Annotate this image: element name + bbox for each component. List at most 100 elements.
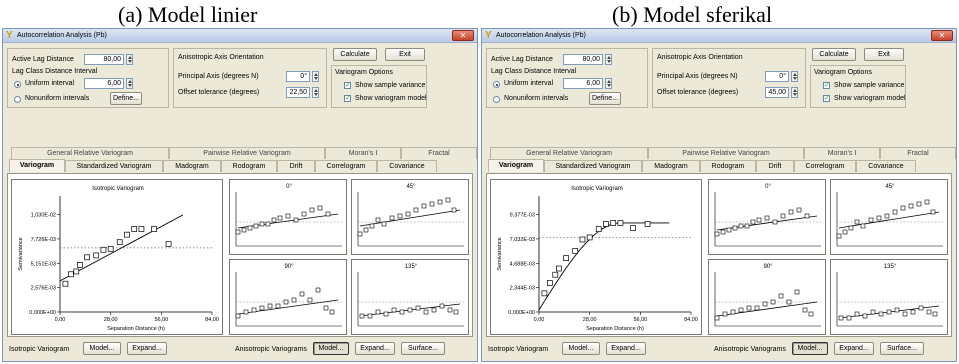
tab-pairwise-relative[interactable]: Pairwise Relative Variogram xyxy=(648,147,804,159)
aniso-expand-button[interactable]: Expand... xyxy=(355,342,395,355)
active-lag-input[interactable]: 80,00 xyxy=(563,54,603,65)
tab-general-relative[interactable]: General Relative Variogram xyxy=(11,147,169,159)
tab-rodogram[interactable]: Rodogram xyxy=(700,160,756,172)
tab-correlogram[interactable]: Correlogram xyxy=(315,160,377,172)
aniso-svg-0: 0° xyxy=(235,184,342,247)
title-bar[interactable]: Y Autocorrelation Analysis (Pb) ✕ xyxy=(482,29,956,43)
interval-spinner[interactable] xyxy=(126,78,133,89)
aniso-model-button[interactable]: Model... xyxy=(313,342,349,355)
define-button[interactable]: Define... xyxy=(110,92,142,105)
iso-expand-button[interactable]: Expand... xyxy=(606,342,646,355)
aniso-data-point xyxy=(778,293,784,299)
uniform-radio[interactable] xyxy=(14,81,21,88)
iso-expand-button[interactable]: Expand... xyxy=(127,342,167,355)
tab-pairwise-relative[interactable]: Pairwise Relative Variogram xyxy=(169,147,325,159)
active-lag-spinner[interactable] xyxy=(126,54,133,65)
offset-input[interactable]: 22,50 xyxy=(286,87,310,98)
tab-covariance[interactable]: Covariance xyxy=(377,160,437,172)
tab-morans-i[interactable]: Moran's I xyxy=(325,147,401,159)
aniso-data-point xyxy=(788,209,794,215)
show-model-checkbox[interactable]: ✓ xyxy=(823,95,830,102)
calculate-button[interactable]: Calculate xyxy=(333,48,377,61)
tab-drift[interactable]: Drift xyxy=(756,160,794,172)
close-button[interactable]: ✕ xyxy=(452,30,474,41)
tab-variogram[interactable]: Variogram xyxy=(9,159,65,172)
aniso-data-point xyxy=(932,311,938,317)
aniso-title: 90° xyxy=(284,264,294,270)
title-bar[interactable]: Y Autocorrelation Analysis (Pb) ✕ xyxy=(3,29,477,43)
interval-input[interactable]: 6,00 xyxy=(563,78,603,89)
aniso-chart-90[interactable]: 90° xyxy=(229,259,347,335)
nonuniform-radio[interactable] xyxy=(493,96,500,103)
active-lag-input[interactable]: 80,00 xyxy=(84,54,124,65)
active-lag-label: Active Lag Distance xyxy=(12,56,74,63)
aniso-chart-0[interactable]: 0° xyxy=(229,179,347,255)
aniso-title: 135° xyxy=(405,264,418,270)
show-sample-checkbox[interactable]: ✓ xyxy=(344,82,351,89)
data-point xyxy=(572,248,579,254)
tab-morans-i[interactable]: Moran's I xyxy=(804,147,880,159)
calculate-button[interactable]: Calculate xyxy=(812,48,856,61)
principal-input[interactable]: 0° xyxy=(765,71,789,82)
tab-standardized[interactable]: Standardized Variogram xyxy=(65,160,163,172)
aniso-data-point xyxy=(259,305,265,311)
caption-right: (b) Model sferikal xyxy=(612,2,773,27)
surface-button[interactable]: Surface... xyxy=(880,342,924,355)
tab-standardized[interactable]: Standardized Variogram xyxy=(544,160,642,172)
exit-button[interactable]: Exit xyxy=(864,48,904,61)
surface-button[interactable]: Surface... xyxy=(401,342,445,355)
aniso-svg-90: 90° xyxy=(235,264,342,327)
tab-drift[interactable]: Drift xyxy=(277,160,315,172)
show-sample-checkbox[interactable]: ✓ xyxy=(823,82,830,89)
aniso-data-point xyxy=(908,203,914,209)
aniso-chart-135[interactable]: 135° xyxy=(351,259,469,335)
aniso-data-point xyxy=(299,291,305,297)
iso-model-button[interactable]: Model... xyxy=(83,342,121,355)
aniso-data-point xyxy=(399,309,405,315)
principal-input[interactable]: 0° xyxy=(286,71,310,82)
aniso-data-point xyxy=(902,311,908,317)
tab-covariance[interactable]: Covariance xyxy=(856,160,916,172)
tab-variogram[interactable]: Variogram xyxy=(488,159,544,172)
tab-madogram[interactable]: Madogram xyxy=(163,160,221,172)
aniso-expand-button[interactable]: Expand... xyxy=(834,342,874,355)
aniso-data-point xyxy=(918,305,924,311)
aniso-data-point xyxy=(415,305,421,311)
offset-input[interactable]: 45,00 xyxy=(765,87,789,98)
iso-model-button[interactable]: Model... xyxy=(562,342,600,355)
close-button[interactable]: ✕ xyxy=(931,30,953,41)
define-button[interactable]: Define... xyxy=(589,92,621,105)
aniso-model-button[interactable]: Model... xyxy=(792,342,828,355)
principal-spinner[interactable] xyxy=(312,71,319,82)
principal-spinner[interactable] xyxy=(791,71,798,82)
aniso-data-point xyxy=(323,305,329,311)
aniso-data-point xyxy=(754,305,760,311)
aniso-chart-45[interactable]: 45° xyxy=(830,179,948,255)
tab-fractal[interactable]: Fractal xyxy=(880,147,956,159)
uniform-radio[interactable] xyxy=(493,81,500,88)
isotropic-chart[interactable]: Isotropic Variogram 0,000E+00 2,344E-03 4,6… xyxy=(490,179,702,335)
exit-button[interactable]: Exit xyxy=(385,48,425,61)
nonuniform-radio[interactable] xyxy=(14,96,21,103)
aniso-chart-0[interactable]: 0° xyxy=(708,179,826,255)
offset-spinner[interactable] xyxy=(312,87,319,98)
aniso-chart-90[interactable]: 90° xyxy=(708,259,826,335)
aniso-data-point xyxy=(421,203,427,209)
active-lag-spinner[interactable] xyxy=(605,54,612,65)
tab-fractal[interactable]: Fractal xyxy=(401,147,477,159)
isotropic-variogram-svg: Isotropic Variogram 0,000E+00 2,344E-03 4,6… xyxy=(497,186,698,332)
aniso-chart-45[interactable]: 45° xyxy=(351,179,469,255)
data-point xyxy=(84,254,90,261)
y-tick-label: 7,726E-03 xyxy=(31,237,56,243)
offset-spinner[interactable] xyxy=(791,87,798,98)
interval-input[interactable]: 6,00 xyxy=(84,78,124,89)
aniso-chart-135[interactable]: 135° xyxy=(830,259,948,335)
tab-rodogram[interactable]: Rodogram xyxy=(221,160,277,172)
tab-general-relative[interactable]: General Relative Variogram xyxy=(490,147,648,159)
show-model-checkbox[interactable]: ✓ xyxy=(344,95,351,102)
tab-correlogram[interactable]: Correlogram xyxy=(794,160,856,172)
tab-madogram[interactable]: Madogram xyxy=(642,160,700,172)
isotropic-chart[interactable]: Isotropic Variogram 0,000E+00 2,576E-03 5,1… xyxy=(11,179,223,335)
y-tick-label: 1,030E-02 xyxy=(31,213,56,219)
interval-spinner[interactable] xyxy=(605,78,612,89)
